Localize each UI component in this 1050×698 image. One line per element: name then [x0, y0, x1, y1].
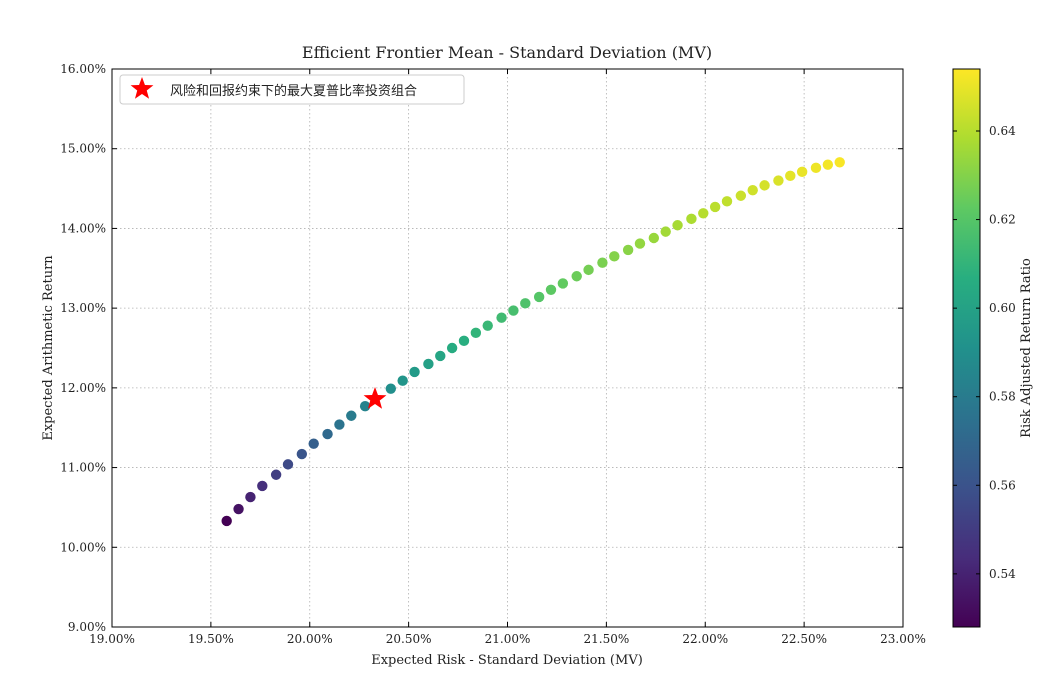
colorbar-tick-label: 0.54 [989, 567, 1016, 581]
frontier-point [520, 298, 531, 309]
max-sharpe-marker-layer [363, 387, 387, 409]
frontier-point [257, 480, 268, 492]
frontier-point [648, 232, 660, 244]
frontier-point [270, 469, 282, 480]
frontier-point [759, 180, 770, 191]
frontier-point [583, 264, 594, 276]
frontier-point [296, 448, 308, 460]
frontier-point [735, 190, 747, 201]
x-tick-label: 19.00% [89, 632, 135, 646]
legend-box [119, 74, 465, 105]
frontier-point [409, 366, 420, 378]
x-tick-label: 21.50% [583, 632, 629, 646]
colorbar-label: Risk Adjusted Return Ratio [1019, 258, 1034, 438]
frontier-point [622, 244, 634, 256]
legend-label: 风险和回报约束下的最大夏普比率投资组合 [170, 83, 417, 99]
frontier-point [822, 159, 834, 170]
frontier-point [385, 383, 397, 394]
colorbar-ticks: 0.54 0.56 0.58 0.60 0.62 0.64 [953, 124, 1016, 581]
frontier-point [721, 196, 733, 207]
frontier-point [482, 320, 493, 331]
colorbar [952, 68, 981, 628]
plot-area-frame [111, 68, 904, 628]
frontier-point [686, 213, 697, 225]
frontier-point [221, 515, 232, 527]
colorbar-tick-label: 0.58 [989, 390, 1016, 404]
frontier-point [773, 175, 784, 186]
frontier-point [533, 291, 545, 303]
frontier-point [397, 375, 408, 386]
frontier-point [796, 166, 808, 178]
colorbar-tick-label: 0.62 [989, 213, 1016, 227]
axis-ticks: 19.00% 19.50% 20.00% 20.50% 21.00% 21.50% 22.0… [60, 62, 926, 646]
frontier-point [545, 284, 557, 296]
frontier-point [571, 271, 582, 282]
frontier-point [470, 327, 482, 339]
legend-star-icon [130, 77, 154, 99]
frontier-point [446, 342, 458, 354]
frontier-points [221, 157, 845, 527]
frontier-point [334, 419, 345, 430]
x-axis-label: Expected Risk - Standard Deviation (MV) [371, 653, 643, 668]
frontier-point [245, 491, 256, 503]
y-tick-label: 11.00% [60, 461, 106, 475]
frontier-point [747, 184, 758, 196]
y-axis-label: Expected Arithmetic Return [41, 255, 56, 441]
y-tick-label: 15.00% [60, 142, 106, 156]
frontier-point [282, 459, 294, 470]
frontier-point [308, 438, 319, 449]
frontier-point [322, 428, 333, 440]
y-tick-label: 16.00% [60, 62, 106, 76]
frontier-point [810, 162, 822, 174]
y-tick-label: 14.00% [60, 221, 106, 235]
x-tick-label: 20.00% [287, 632, 333, 646]
frontier-point [609, 251, 620, 262]
x-tick-label: 20.50% [386, 632, 432, 646]
frontier-point [233, 503, 244, 515]
grid-lines [111, 68, 904, 628]
x-tick-label: 21.00% [485, 632, 531, 646]
max-sharpe-star [363, 387, 387, 409]
frontier-point [634, 238, 646, 249]
frontier-point [423, 358, 434, 370]
frontier-point [435, 350, 446, 362]
frontier-point [709, 201, 721, 213]
frontier-point [557, 278, 569, 289]
frontier-point [785, 170, 796, 182]
frontier-point [496, 312, 507, 323]
x-tick-label: 23.00% [880, 632, 926, 646]
frontier-point [698, 208, 709, 219]
y-tick-label: 10.00% [60, 540, 106, 554]
x-tick-label: 19.50% [188, 632, 234, 646]
chart-title: Efficient Frontier Mean - Standard Devia… [302, 43, 712, 62]
x-tick-label: 22.50% [781, 632, 827, 646]
frontier-point [346, 410, 357, 421]
colorbar-tick-label: 0.64 [989, 124, 1016, 138]
x-tick-label: 22.00% [682, 632, 728, 646]
frontier-point [359, 400, 371, 412]
legend: 风险和回报约束下的最大夏普比率投资组合 [119, 74, 465, 105]
colorbar-tick-label: 0.60 [989, 301, 1016, 315]
y-tick-label: 13.00% [60, 301, 106, 315]
frontier-point [458, 335, 470, 347]
frontier-point [672, 220, 683, 231]
frontier-point [597, 257, 608, 268]
colorbar-tick-label: 0.56 [989, 478, 1016, 492]
frontier-point [834, 157, 845, 168]
y-tick-label: 9.00% [68, 620, 106, 634]
y-tick-label: 12.00% [60, 381, 106, 395]
frontier-point [508, 305, 519, 316]
frontier-point [660, 226, 671, 237]
